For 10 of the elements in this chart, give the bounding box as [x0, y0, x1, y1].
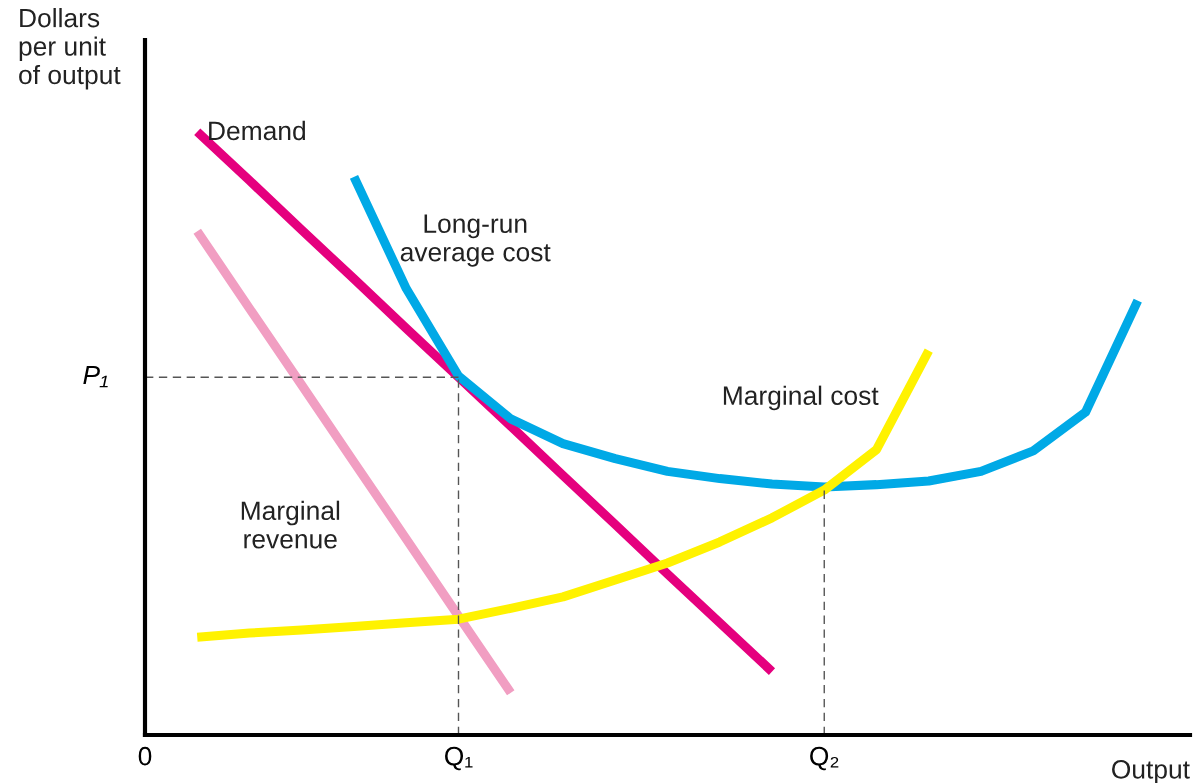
series-label: Long-run average cost [400, 214, 551, 267]
series-label: Demand [209, 120, 305, 141]
ref-line-label: P₁ [83, 365, 108, 388]
x-tick-label: Q₁ [445, 746, 473, 771]
x-tick-label: 0 [138, 746, 152, 766]
series-label: Marginal revenue [241, 500, 340, 549]
series-label: Marginal cost [723, 385, 879, 411]
x-axis-title: Output [1112, 760, 1190, 783]
x-tick-label: Q₂ [810, 746, 839, 771]
y-axis-title: Dollars per unit of output [19, 8, 121, 90]
